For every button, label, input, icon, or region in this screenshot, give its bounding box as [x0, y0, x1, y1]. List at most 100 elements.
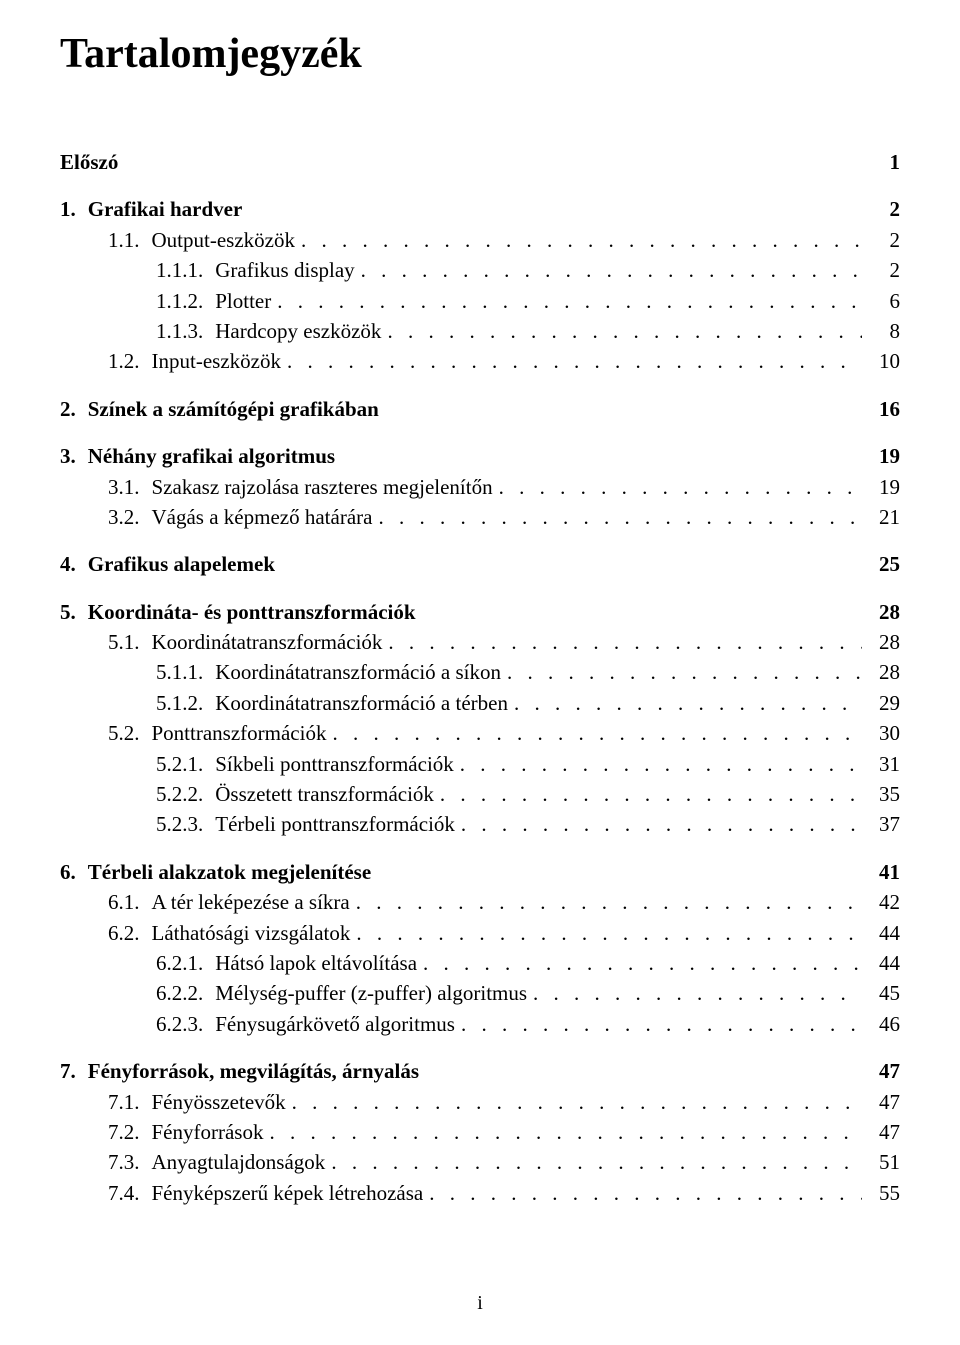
- toc-entry-label: Vágás a képmező határára: [152, 503, 373, 532]
- toc-leader: [331, 1148, 862, 1177]
- toc-entry: 1. Grafikai hardver 2: [60, 195, 900, 224]
- toc-entry-number: 5.1.: [108, 628, 140, 657]
- toc-leader: [429, 1179, 862, 1208]
- toc-entry-label: Koordinátatranszformáció a síkon: [215, 658, 501, 687]
- toc-entry: 1.1.Output-eszközök2: [60, 226, 900, 255]
- toc-entry: 6. Térbeli alakzatok megjelenítése 41: [60, 858, 900, 887]
- toc-entry-page: 2: [870, 256, 900, 285]
- toc-entry: Előszó 1: [60, 148, 900, 177]
- toc-entry-number: 5.2.2.: [156, 780, 203, 809]
- toc-entry-page: 2: [870, 195, 900, 224]
- toc-entry-number: 6.2.3.: [156, 1010, 203, 1039]
- toc-entry-page: 29: [870, 689, 900, 718]
- toc-entry-page: 28: [870, 658, 900, 687]
- toc-entry-page: 30: [870, 719, 900, 748]
- toc-entry-label: Mélység-puffer (z-puffer) algoritmus: [215, 979, 527, 1008]
- toc-leader: [423, 949, 862, 978]
- toc-entry: 5.2.2. Összetett transzformációk 35: [60, 780, 900, 809]
- toc-entry-page: 25: [870, 550, 900, 579]
- toc-entry-number: 5.: [60, 598, 76, 627]
- toc-entry-number: 5.2.3.: [156, 810, 203, 839]
- toc-entry-number: 1.1.2.: [156, 287, 203, 316]
- toc-leader: [460, 750, 862, 779]
- toc-entry-page: 28: [870, 628, 900, 657]
- toc-entry-page: 42: [870, 888, 900, 917]
- toc-entry: 3.1.Szakasz rajzolása raszteres megjelen…: [60, 473, 900, 502]
- toc-entry-label: Hardcopy eszközök: [215, 317, 381, 346]
- toc-leader: [356, 888, 862, 917]
- toc-entry: 7.3.Anyagtulajdonságok51: [60, 1148, 900, 1177]
- toc-entry-label: Néhány grafikai algoritmus: [88, 442, 335, 471]
- toc-leader: [356, 919, 862, 948]
- toc-leader: [387, 317, 862, 346]
- toc-entry-page: 19: [870, 442, 900, 471]
- toc-entry-page: 46: [870, 1010, 900, 1039]
- toc-entry-page: 47: [870, 1057, 900, 1086]
- toc-entry-number: 4.: [60, 550, 76, 579]
- toc-entry: 5.1.2.Koordinátatranszformáció a térben2…: [60, 689, 900, 718]
- toc-entry: 5.2.Ponttranszformációk30: [60, 719, 900, 748]
- toc-entry: 6.2.2.Mélység-puffer (z-puffer) algoritm…: [60, 979, 900, 1008]
- toc-entry-number: 5.1.1.: [156, 658, 203, 687]
- toc-entry-number: 1.: [60, 195, 76, 224]
- toc-entry-label: Térbeli alakzatok megjelenítése: [88, 858, 371, 887]
- toc-entry-page: 35: [870, 780, 900, 809]
- toc-entry-page: 47: [870, 1118, 900, 1147]
- toc-leader: [287, 347, 862, 376]
- toc-leader: [440, 780, 862, 809]
- toc-entry-number: 3.: [60, 442, 76, 471]
- toc-entry-number: 7.: [60, 1057, 76, 1086]
- toc-entry-label: Összetett transzformációk: [215, 780, 434, 809]
- toc-entry-label: Előszó: [60, 148, 118, 177]
- toc-entry: 7.4.Fényképszerű képek létrehozása55: [60, 1179, 900, 1208]
- toc-entry: 7.2. Fényforrások 47: [60, 1118, 900, 1147]
- toc-entry-page: 51: [870, 1148, 900, 1177]
- toc-entry-number: 5.2.: [108, 719, 140, 748]
- toc-leader: [533, 979, 862, 1008]
- toc-entry-page: 6: [870, 287, 900, 316]
- toc-entry-label: Grafikus alapelemek: [88, 550, 275, 579]
- toc-entry: 1.1.2.Plotter6: [60, 287, 900, 316]
- toc-entry-number: 2.: [60, 395, 76, 424]
- toc-entry: 7.Fényforrások, megvilágítás, árnyalás47: [60, 1057, 900, 1086]
- toc-entry-label: Koordinátatranszformáció a térben: [215, 689, 508, 718]
- toc-entry-label: Szakasz rajzolása raszteres megjelenítőn: [152, 473, 493, 502]
- toc-entry-label: A tér leképezése a síkra: [152, 888, 350, 917]
- toc-entry: 5.1.Koordinátatranszformációk28: [60, 628, 900, 657]
- toc-entry-number: 1.1.1.: [156, 256, 203, 285]
- toc-entry: 6.2.3. Fénysugárkövető algoritmus 46: [60, 1010, 900, 1039]
- toc-entry-page: 45: [870, 979, 900, 1008]
- toc-entry: 5.1.1. Koordinátatranszformáció a síkon 28: [60, 658, 900, 687]
- toc-entry-label: Fénysugárkövető algoritmus: [215, 1010, 455, 1039]
- toc-entry-label: Színek a számítógépi grafikában: [88, 395, 379, 424]
- toc-entry-label: Fényforrások: [152, 1118, 264, 1147]
- toc-entry: 6.2.1.Hátsó lapok eltávolítása44: [60, 949, 900, 978]
- toc-leader: [301, 226, 862, 255]
- toc-entry: 5.2.1.Síkbeli ponttranszformációk31: [60, 750, 900, 779]
- toc-entry-number: 6.2.1.: [156, 949, 203, 978]
- toc-entry: 3.2.Vágás a képmező határára21: [60, 503, 900, 532]
- toc-entry-number: 1.2.: [108, 347, 140, 376]
- toc-entry-number: 7.4.: [108, 1179, 140, 1208]
- toc-entry-page: 8: [870, 317, 900, 346]
- toc-entry: 2.Színek a számítógépi grafikában16: [60, 395, 900, 424]
- toc-entry: 4. Grafikus alapelemek 25: [60, 550, 900, 579]
- toc-leader: [388, 628, 862, 657]
- toc-entry-label: Grafikai hardver: [88, 195, 243, 224]
- toc-entry-page: 37: [870, 810, 900, 839]
- toc-leader: [514, 689, 862, 718]
- toc-entry-number: 6.2.: [108, 919, 140, 948]
- page-footer: i: [0, 1292, 960, 1315]
- toc-leader: [461, 1010, 862, 1039]
- toc-entry-number: 1.1.3.: [156, 317, 203, 346]
- toc-entry-page: 1: [870, 148, 900, 177]
- toc-entry-label: Input-eszközök: [152, 347, 281, 376]
- toc-entry-number: 6.: [60, 858, 76, 887]
- toc-entry-page: 31: [870, 750, 900, 779]
- toc-entry-number: 7.2.: [108, 1118, 140, 1147]
- toc-entry-page: 41: [870, 858, 900, 887]
- toc-entry-number: 1.1.: [108, 226, 140, 255]
- toc-entry-number: 7.3.: [108, 1148, 140, 1177]
- toc-entry-label: Láthatósági vizsgálatok: [152, 919, 351, 948]
- toc-entry-page: 47: [870, 1088, 900, 1117]
